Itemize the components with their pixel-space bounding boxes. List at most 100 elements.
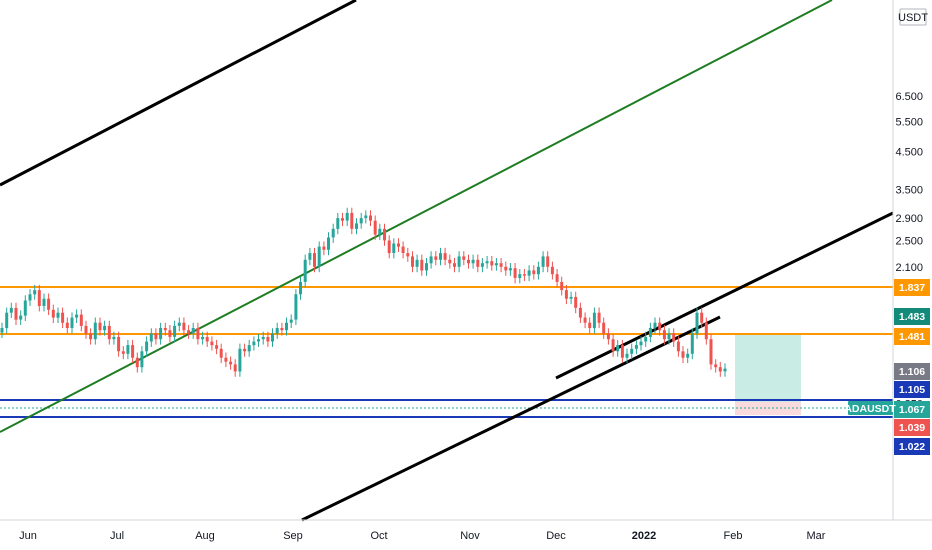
candle-body — [634, 345, 638, 349]
candle-body — [602, 322, 606, 334]
candle-body — [676, 341, 680, 352]
candle-body — [229, 361, 233, 365]
currency-label-text: USDT — [898, 12, 928, 24]
channel-lower-line — [301, 315, 721, 522]
candle-body — [14, 307, 18, 320]
candle-body — [513, 268, 517, 278]
candle-body — [471, 259, 475, 264]
candle-body — [504, 266, 508, 271]
candle-body — [686, 353, 690, 358]
candle-body — [564, 290, 568, 299]
candle-body — [625, 353, 629, 358]
candle-body — [271, 333, 274, 342]
candle-body — [648, 328, 652, 337]
price-label-1-067: 1.067 — [894, 401, 930, 418]
candle-body — [61, 312, 65, 323]
candle-body — [630, 348, 634, 354]
candle-body — [536, 266, 540, 275]
candle-body — [695, 312, 699, 334]
candle-body — [462, 256, 466, 260]
y-tick-label: 2.100 — [895, 262, 923, 274]
symbol-tag-text: ADAUSDT — [844, 403, 896, 415]
candle-body — [574, 296, 578, 308]
candle-body — [555, 274, 559, 282]
price-label-1-105: 1.105 — [894, 381, 930, 398]
candle-body — [494, 263, 498, 266]
target-zone — [735, 335, 801, 402]
x-tick-label: Aug — [195, 530, 215, 542]
price-axis: 6.5005.5004.5003.5002.9002.5002.1000.850… — [892, 0, 930, 520]
price-label-text: 1.067 — [899, 404, 925, 416]
candle-body — [350, 212, 354, 229]
candle-body — [224, 357, 228, 362]
price-label-text: 1.837 — [899, 282, 925, 294]
candle-body — [233, 364, 237, 372]
candle-body — [303, 259, 307, 282]
candle-body — [532, 270, 536, 275]
time-axis: Jun Jul Aug Sep Oct Nov Dec 2022 Feb Mar — [0, 519, 932, 542]
candle-body — [294, 294, 298, 320]
candle-body — [107, 325, 111, 340]
candle-body — [359, 218, 363, 224]
candle-body — [47, 298, 51, 310]
candle-body — [588, 322, 592, 328]
candle-body — [578, 307, 582, 318]
price-label-1-039: 1.039 — [894, 419, 930, 436]
candle-body — [93, 322, 97, 340]
candle-body — [75, 314, 79, 318]
candle-body — [89, 333, 93, 340]
candle-body — [443, 253, 447, 260]
candle-body — [149, 333, 153, 342]
candle-body — [639, 341, 643, 346]
candle-body — [289, 319, 293, 323]
channel-upper-line — [0, 0, 357, 187]
candle-body — [322, 246, 326, 250]
candle-body — [201, 336, 205, 340]
candle-body — [541, 256, 545, 267]
x-tick-label: Jul — [110, 530, 124, 542]
candle-body — [527, 270, 531, 276]
candle-body — [257, 339, 260, 342]
price-label-text: 1.022 — [899, 441, 925, 453]
candle-body — [672, 333, 676, 342]
y-tick-label: 2.900 — [895, 213, 923, 225]
candle-body — [355, 223, 358, 229]
candle-body — [173, 325, 177, 337]
price-label-text: 1.105 — [899, 384, 925, 396]
candle-body — [19, 315, 23, 320]
x-tick-label: Nov — [460, 530, 480, 542]
candle-body — [33, 290, 37, 295]
price-label-1-837: 1.837 — [894, 279, 930, 296]
candle-body — [560, 281, 564, 291]
x-tick-label: 2022 — [632, 530, 656, 542]
candle-body — [704, 322, 708, 340]
candle-body — [336, 218, 340, 229]
candle-body — [369, 215, 372, 221]
candle-body — [210, 341, 214, 346]
candle-body — [112, 336, 116, 340]
price-label-text: 1.481 — [899, 331, 925, 343]
candle-body — [285, 322, 288, 331]
candle-body — [121, 351, 125, 354]
price-label-text: 1.483 — [899, 311, 925, 323]
candle-body — [9, 307, 13, 313]
candle-body — [177, 322, 181, 326]
y-tick-label: 4.500 — [895, 147, 923, 159]
y-tick-label: 6.500 — [895, 91, 923, 103]
candle-body — [261, 336, 265, 340]
candle-body — [658, 322, 662, 331]
candle-body — [592, 312, 596, 329]
candle-body — [159, 328, 163, 340]
candle-body — [700, 312, 704, 323]
candle-body — [415, 259, 419, 267]
candle-body — [219, 348, 223, 358]
candle-body — [383, 228, 386, 241]
x-tick-label: Dec — [546, 530, 566, 542]
candle-body — [275, 328, 279, 334]
candle-body — [597, 312, 601, 323]
candle-body — [453, 263, 456, 267]
candle-body — [411, 256, 414, 267]
candle-body — [709, 339, 713, 365]
